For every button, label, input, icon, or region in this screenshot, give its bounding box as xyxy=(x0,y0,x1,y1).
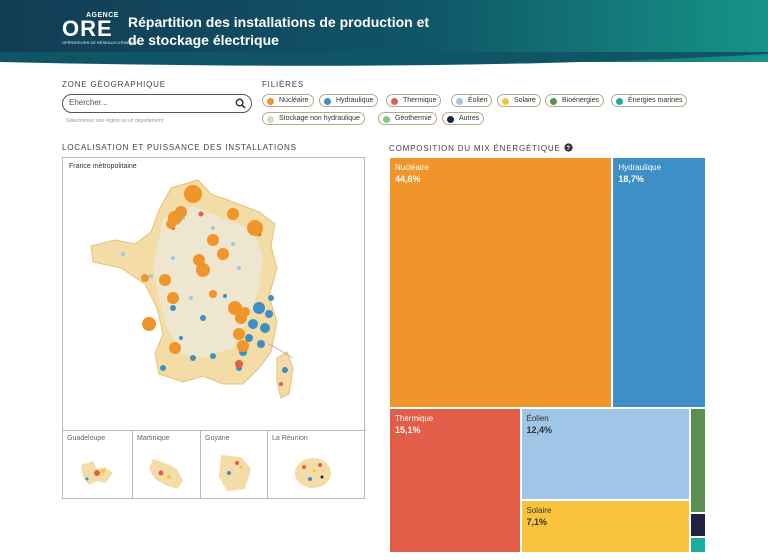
chip-stockage[interactable]: Stockage non hydraulique xyxy=(262,112,365,125)
page-title: Répartition des installations de product… xyxy=(128,14,430,48)
mix-section-label: COMPOSITION DU MIX ÉNERGÉTIQUE ? xyxy=(389,143,573,153)
martinique-shape xyxy=(149,459,183,489)
dot-icon xyxy=(456,97,463,105)
chip-energies-marines[interactable]: Énergies marines xyxy=(611,94,688,107)
search-placeholder: Ehercher... xyxy=(69,98,108,107)
treemap-tile-bioenergies[interactable] xyxy=(691,409,705,512)
tile-name: Hydraulique xyxy=(618,163,662,172)
mix-treemap[interactable]: Nucléaire 44,6% Hydraulique 18,7% Thermique 1… xyxy=(389,157,706,553)
corse-dots xyxy=(279,367,288,386)
treemap-tile-autres[interactable] xyxy=(691,513,705,536)
svg-text:?: ? xyxy=(566,145,571,152)
treemap-tile-energies-marines[interactable] xyxy=(691,537,705,552)
dot-icon xyxy=(550,97,557,105)
france-map[interactable] xyxy=(63,158,366,430)
search-input[interactable]: Ehercher... xyxy=(62,94,252,113)
guadeloupe-shape xyxy=(81,461,113,485)
dot-icon xyxy=(447,115,454,123)
chip-label: Autres xyxy=(459,115,480,122)
dom-martinique[interactable]: Martinique xyxy=(133,430,201,499)
tile-value: 12,4% xyxy=(526,425,553,436)
dom-guadeloupe[interactable]: Guadeloupe xyxy=(63,430,133,499)
treemap-tile-solaire[interactable]: Solaire 7,1% xyxy=(521,501,690,552)
chip-solaire[interactable]: Solaire xyxy=(497,94,541,107)
chip-thermique[interactable]: Thermique xyxy=(386,94,442,107)
tile-value: 44,6% xyxy=(395,174,421,184)
chip-autres[interactable]: Autres xyxy=(442,112,485,125)
header-wave xyxy=(0,52,768,66)
dom-label: La Réunion xyxy=(272,435,308,442)
treemap-tile-hydraulique[interactable]: Hydraulique 18,7% xyxy=(613,158,705,408)
tile-name: Thermique xyxy=(395,414,434,424)
dom-label: Martinique xyxy=(137,435,170,442)
zone-label: ZONE GÉOGRAPHIQUE xyxy=(62,80,166,89)
treemap-tile-eolien[interactable]: Éolien 12,4% xyxy=(521,409,690,500)
chip-label: Hydraulique xyxy=(336,97,374,104)
chip-label: Bioénergies xyxy=(562,97,599,104)
dot-icon xyxy=(616,97,623,105)
map-section-label: LOCALISATION ET PUISSANCE DES INSTALLATI… xyxy=(62,143,297,152)
filieres-label: FILIÈRES xyxy=(262,80,304,89)
reunion-shape xyxy=(295,458,331,488)
chip-nucleaire[interactable]: Nucléaire xyxy=(262,94,314,107)
chip-label: Géothermie xyxy=(395,115,432,122)
tile-name: Solaire xyxy=(526,506,552,516)
dom-la-reunion[interactable]: La Réunion xyxy=(268,430,366,499)
search-icon[interactable] xyxy=(235,98,246,109)
search-hint: Sélectionnez une région ou un départemen… xyxy=(66,118,164,124)
chip-geothermie[interactable]: Géothermie xyxy=(378,112,437,125)
chip-label: Éolien xyxy=(468,97,488,104)
dom-guyane[interactable]: Guyane xyxy=(201,430,268,499)
question-circle-icon[interactable]: ? xyxy=(563,143,573,152)
mix-section-text: COMPOSITION DU MIX ÉNERGÉTIQUE xyxy=(389,144,561,153)
logo-subtitle: OPÉRATEURS DE RÉSEAUX D'ÉNERGIE xyxy=(62,40,139,45)
dot-icon xyxy=(324,97,331,105)
nucleaire-dots xyxy=(141,185,263,354)
tile-name: Nucléaire xyxy=(395,163,429,172)
chip-label: Solaire xyxy=(514,97,536,104)
treemap-tile-thermique[interactable]: Thermique 15,1% xyxy=(390,409,520,552)
chip-eolien[interactable]: Éolien xyxy=(451,94,493,107)
logo-agence-text: AGENCE xyxy=(86,12,119,19)
guyane-shape xyxy=(219,455,251,491)
chip-label: Thermique xyxy=(403,97,437,104)
dot-icon xyxy=(267,115,274,123)
dot-icon xyxy=(267,97,274,105)
tile-value: 15,1% xyxy=(395,425,421,436)
tile-value: 18,7% xyxy=(618,174,644,184)
dot-icon xyxy=(502,97,509,105)
dom-label: Guadeloupe xyxy=(67,435,106,442)
dot-icon xyxy=(383,115,390,123)
treemap-tile-nucleaire[interactable]: Nucléaire 44,6% xyxy=(390,158,612,408)
map-region-label: France métropolitaine xyxy=(69,163,137,170)
chip-hydraulique[interactable]: Hydraulique xyxy=(319,94,379,107)
tile-value: 7,1% xyxy=(526,517,548,528)
logo-ore-text: ORE xyxy=(62,16,113,41)
chip-label: Énergies marines xyxy=(628,97,683,104)
dom-label: Guyane xyxy=(205,435,230,442)
dot-icon xyxy=(391,97,398,105)
tile-name: Éolien xyxy=(526,414,549,424)
chip-bioenergies[interactable]: Bioénergies xyxy=(545,94,604,107)
chip-label: Nucléaire xyxy=(279,97,309,104)
map-panel[interactable]: France métropolitaine Guadeloupe Martini… xyxy=(62,157,366,499)
header-banner: AGENCE ORE OPÉRATEURS DE RÉSEAUX D'ÉNERG… xyxy=(0,0,768,62)
chip-label: Stockage non hydraulique xyxy=(279,115,360,122)
